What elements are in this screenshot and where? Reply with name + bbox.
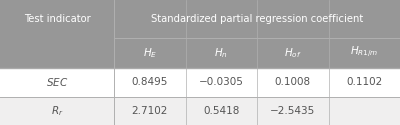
- Text: −0.0305: −0.0305: [199, 77, 244, 87]
- Text: $H_E$: $H_E$: [142, 46, 157, 60]
- Text: 0.1102: 0.1102: [346, 77, 382, 87]
- Text: $\it{SEC}$: $\it{SEC}$: [46, 76, 68, 88]
- Text: −2.5435: −2.5435: [270, 106, 315, 116]
- Text: $H_n$: $H_n$: [214, 46, 228, 60]
- Text: $H_{R1/m}$: $H_{R1/m}$: [350, 45, 378, 60]
- Text: Test indicator: Test indicator: [24, 14, 90, 24]
- Text: 0.5418: 0.5418: [203, 106, 240, 116]
- Text: 2.7102: 2.7102: [132, 106, 168, 116]
- Text: 0.1008: 0.1008: [275, 77, 311, 87]
- Text: $\it{R_r}$: $\it{R_r}$: [51, 104, 63, 118]
- Bar: [0, 97, 400, 125]
- Bar: [0, 38, 400, 68]
- Bar: [0, 0, 400, 38]
- Bar: [0, 68, 400, 97]
- Text: Standardized partial regression coefficient: Standardized partial regression coeffici…: [151, 14, 363, 24]
- Text: $H_{of}$: $H_{of}$: [284, 46, 302, 60]
- Text: 0.8495: 0.8495: [132, 77, 168, 87]
